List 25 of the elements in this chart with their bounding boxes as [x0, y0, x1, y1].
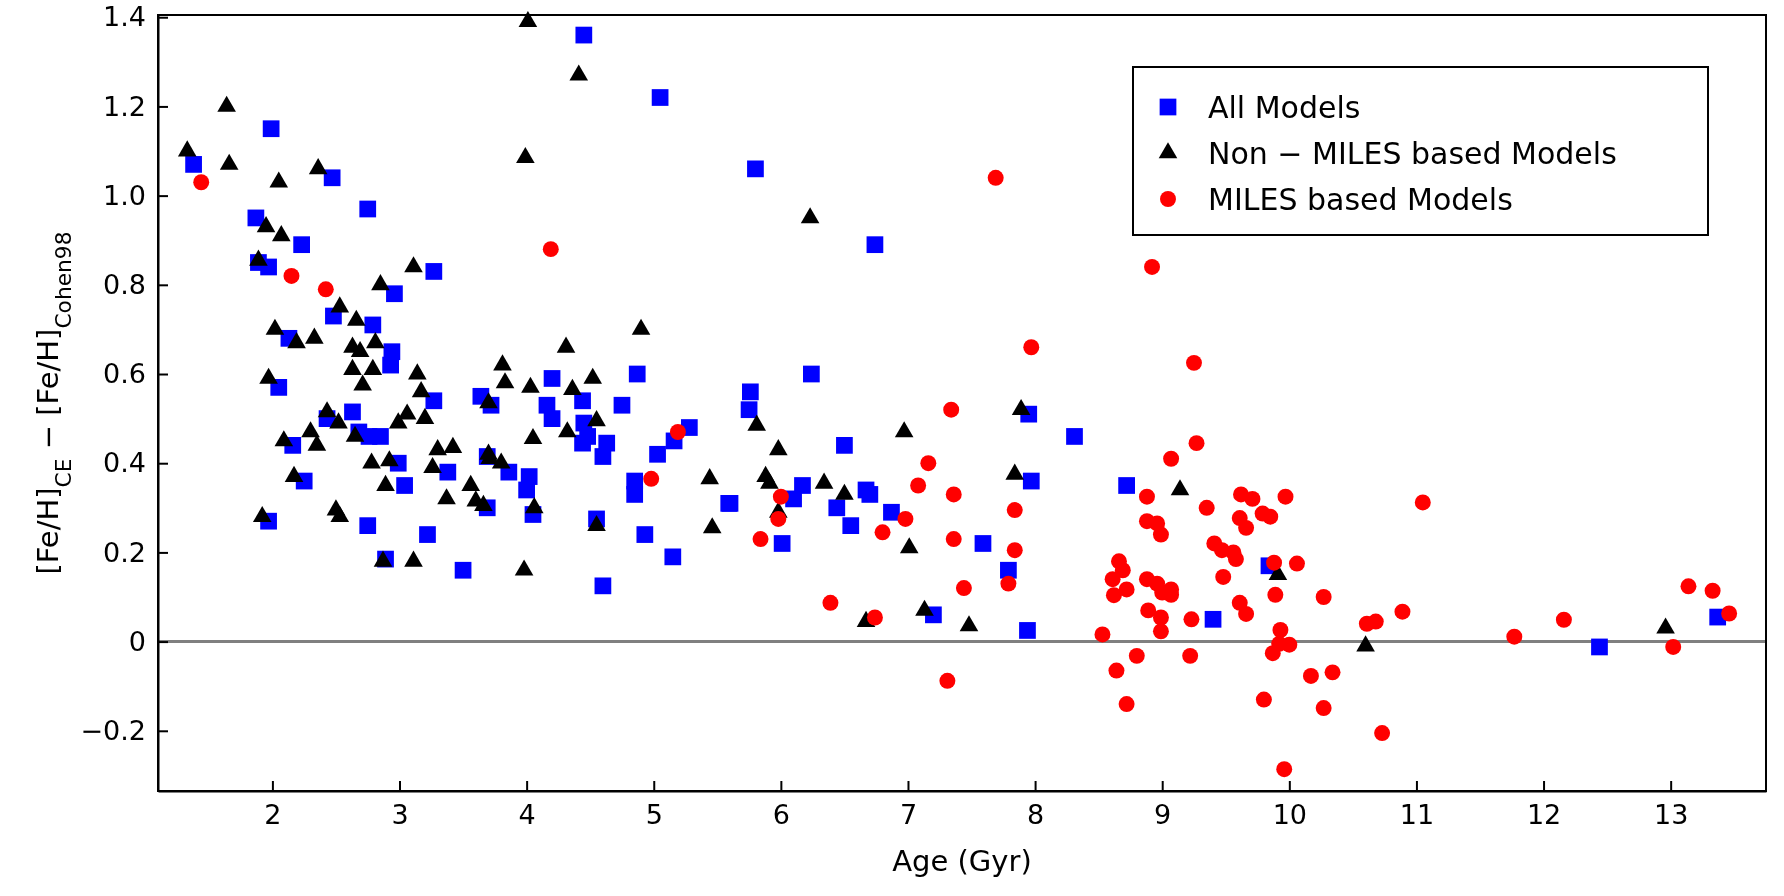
legend-label: MILES based Models [1208, 182, 1513, 217]
x-tick-label: 4 [518, 799, 536, 831]
x-tick-label: 7 [899, 799, 918, 831]
x-tick-label: 12 [1526, 799, 1562, 831]
x-tick-label: 5 [645, 799, 663, 831]
y-tick-label: −0.2 [80, 714, 146, 746]
x-tick-label: 9 [1154, 799, 1172, 831]
y-tick-label: 0.4 [103, 447, 146, 479]
y-tick-label: 0.6 [103, 358, 146, 390]
legend-label: All Models [1208, 90, 1361, 125]
x-tick-label: 11 [1399, 799, 1435, 831]
y-tick-label: 1.4 [103, 1, 146, 33]
y-tick-label: 1.0 [103, 179, 146, 211]
x-axis-title: Age (Gyr) [892, 844, 1032, 878]
y-tick-label: 0.8 [103, 268, 146, 300]
x-tick-label: 10 [1272, 799, 1307, 831]
x-tick-label: 8 [1027, 799, 1045, 831]
x-tick-label: 6 [772, 799, 790, 831]
y-tick-label: 1.2 [103, 90, 146, 122]
x-tick-label: 2 [264, 799, 282, 831]
y-tick-label: 0 [128, 625, 146, 657]
x-tick-label: 13 [1653, 799, 1689, 831]
legend-label: Non − MILES based Models [1208, 136, 1617, 171]
y-tick-label: 0.2 [103, 536, 146, 568]
x-tick-label: 3 [391, 799, 409, 831]
